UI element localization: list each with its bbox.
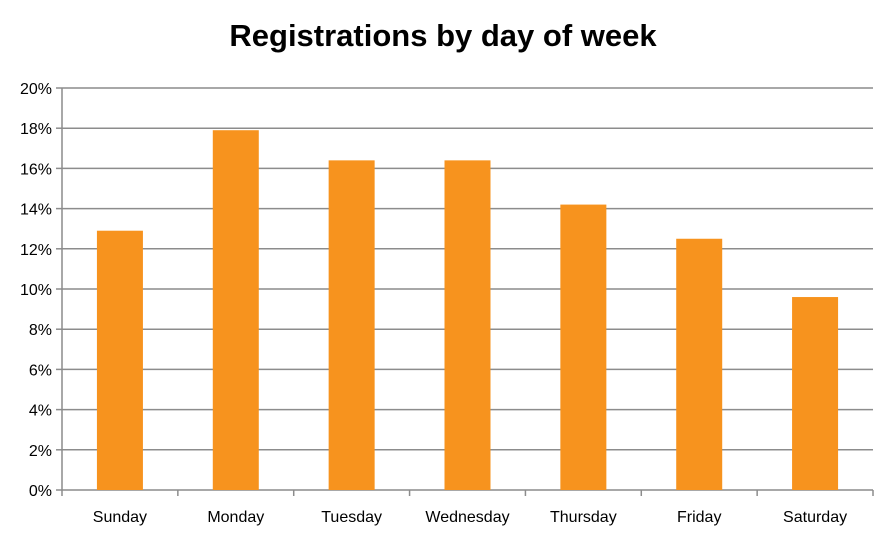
x-tick-label: Saturday xyxy=(783,509,847,526)
y-tick-label: 8% xyxy=(29,322,52,339)
bar-saturday xyxy=(792,297,839,490)
bar-monday xyxy=(212,130,259,490)
x-tick-label: Sunday xyxy=(93,509,147,526)
y-tick-label: 10% xyxy=(20,282,52,299)
bar-thursday xyxy=(560,204,607,490)
y-tick-label: 4% xyxy=(29,403,52,420)
chart-title: Registrations by day of week xyxy=(229,18,657,53)
x-tick-label: Monday xyxy=(207,509,264,526)
bar-friday xyxy=(676,238,723,490)
x-tick-label: Thursday xyxy=(550,509,617,526)
y-tick-label: 14% xyxy=(20,202,52,219)
y-tick-label: 18% xyxy=(20,121,52,138)
x-tick-label: Friday xyxy=(677,509,721,526)
y-tick-label: 16% xyxy=(20,161,52,178)
x-tick-label: Tuesday xyxy=(321,509,382,526)
bar-sunday xyxy=(96,230,143,490)
y-tick-label: 6% xyxy=(29,362,52,379)
y-tick-label: 20% xyxy=(20,81,52,98)
x-tick-label: Wednesday xyxy=(425,509,509,526)
bar-tuesday xyxy=(328,160,375,491)
y-tick-label: 2% xyxy=(29,443,52,460)
y-tick-label: 12% xyxy=(20,242,52,259)
bar-wednesday xyxy=(444,160,491,491)
y-tick-label: 0% xyxy=(29,483,52,500)
